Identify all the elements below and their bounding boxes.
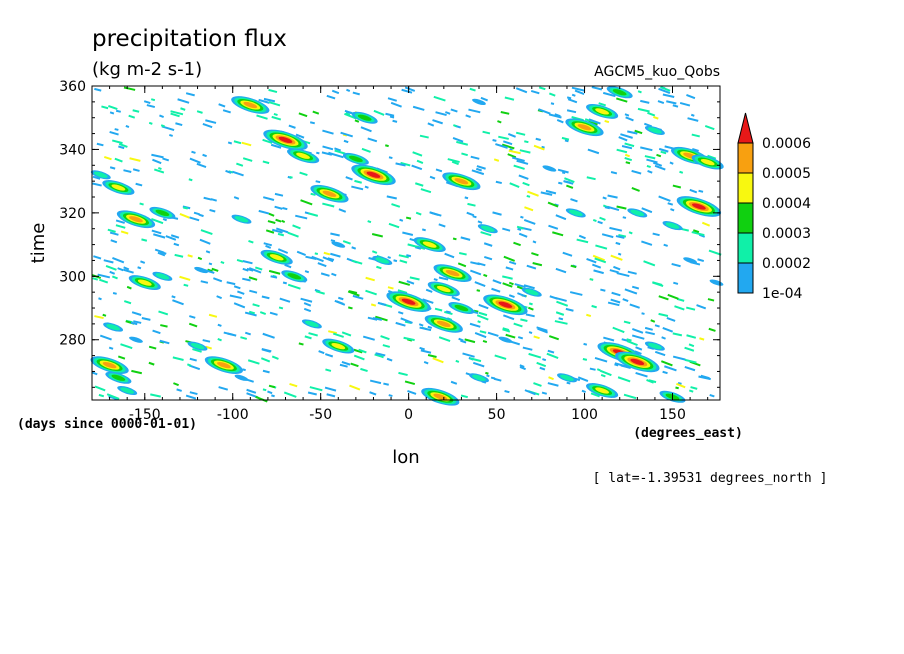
precip-feature [615, 351, 660, 373]
precip-feature [498, 336, 513, 343]
precip-feature [90, 170, 111, 180]
y-tick-label: 300 [59, 269, 86, 285]
y-tick-label: 320 [59, 206, 86, 222]
colorbar-swatch [737, 232, 754, 264]
precip-feature [342, 152, 369, 165]
precip-feature [287, 148, 320, 164]
precip-feature [691, 154, 724, 170]
precip-feature [152, 271, 173, 281]
precip-feature [676, 196, 722, 217]
chart-title: precipitation flux [92, 26, 287, 52]
chart-units: (kg m-2 s-1) [92, 59, 202, 80]
precip-feature [117, 385, 138, 396]
precip-feature [231, 96, 270, 114]
precip-feature [565, 118, 604, 137]
colorbar-label: 0.0005 [762, 166, 811, 182]
precip-feature [433, 264, 472, 282]
precip-feature [586, 103, 619, 119]
precip-feature [102, 180, 135, 195]
precip-feature [310, 184, 349, 203]
y-axis-label: time [28, 223, 49, 264]
precip-feature [606, 86, 633, 99]
precipitation-field [90, 85, 724, 406]
y-tick-label: 280 [59, 333, 86, 349]
precip-feature [557, 373, 577, 383]
y-tick-label: 340 [59, 142, 86, 158]
precip-feature [301, 319, 322, 329]
precip-feature [105, 371, 132, 384]
precip-feature [424, 315, 463, 333]
precip-feature [644, 341, 665, 351]
plot-frame [91, 85, 721, 401]
x-tick-label: 100 [571, 407, 598, 423]
colorbar-swatch [737, 262, 754, 294]
precip-feature [448, 302, 475, 314]
colorbar-label: 0.0006 [762, 136, 811, 152]
dataset-label: AGCM5_kuo_Qobs [594, 64, 720, 80]
precip-feature [204, 356, 244, 374]
precip-feature [472, 98, 486, 106]
precip-feature [483, 294, 528, 316]
precip-feature [372, 255, 393, 265]
colorbar-label: 1e-04 [762, 286, 802, 302]
x-axis-ticks: -150 -100 -50 0 50 100 150 [109, 86, 709, 423]
colorbar-swatch [737, 142, 754, 174]
precip-feature [331, 241, 346, 248]
precip-feature [421, 387, 460, 406]
precip-feature [263, 129, 308, 151]
y-axis-ticks: 280 300 320 340 360 [59, 79, 720, 388]
precip-feature [521, 287, 542, 297]
precip-feature [662, 221, 683, 231]
precip-feature [427, 281, 460, 297]
precip-feature [477, 224, 498, 234]
precip-feature [128, 275, 161, 291]
y-tick-label: 360 [59, 79, 86, 95]
precip-feature [386, 291, 431, 313]
precip-feature [103, 322, 124, 332]
colorbar-swatch [737, 172, 754, 204]
precip-feature [90, 356, 129, 374]
y-axis-units: (days since 0000-01-01) [17, 417, 197, 432]
x-tick-label: 0 [404, 407, 413, 423]
precip-feature [627, 208, 648, 218]
x-tick-label: 150 [659, 407, 686, 423]
colorbar-label: 0.0004 [762, 196, 811, 212]
precip-feature [234, 374, 249, 381]
precip-feature [469, 373, 489, 383]
precip-feature [565, 208, 586, 218]
precip-feature [709, 279, 724, 286]
precip-feature [351, 111, 378, 124]
precip-feature [322, 338, 355, 354]
colorbar: 1e-04 0.0002 0.0003 0.0004 0.0005 0.0006 [737, 112, 811, 302]
colorbar-label: 0.0002 [762, 256, 811, 272]
colorbar-max-arrow [737, 112, 754, 144]
precip-feature [442, 172, 481, 191]
precip-feature [683, 257, 697, 264]
x-axis-label: lon [392, 447, 419, 468]
precip-feature [187, 341, 208, 351]
precip-feature [413, 237, 446, 253]
x-tick-label: -50 [309, 407, 332, 423]
x-tick-label: -100 [217, 407, 249, 423]
x-axis-units: (degrees_east) [633, 426, 743, 441]
latitude-note: [ lat=-1.39531 degrees_north ] [593, 471, 828, 486]
colorbar-swatch [737, 202, 754, 234]
precip-feature [129, 336, 143, 343]
precip-feature [116, 210, 156, 229]
precip-feature [194, 266, 208, 274]
precip-feature [281, 270, 308, 283]
x-tick-label: -150 [129, 407, 161, 423]
x-tick-label: 50 [488, 407, 506, 423]
precip-feature [351, 164, 396, 186]
colorbar-label: 0.0003 [762, 226, 811, 242]
precip-feature [542, 165, 557, 172]
precip-feature [586, 383, 619, 398]
precip-feature [149, 206, 176, 219]
precip-feature [231, 214, 252, 224]
precip-feature [260, 249, 293, 265]
precip-feature [644, 125, 665, 135]
